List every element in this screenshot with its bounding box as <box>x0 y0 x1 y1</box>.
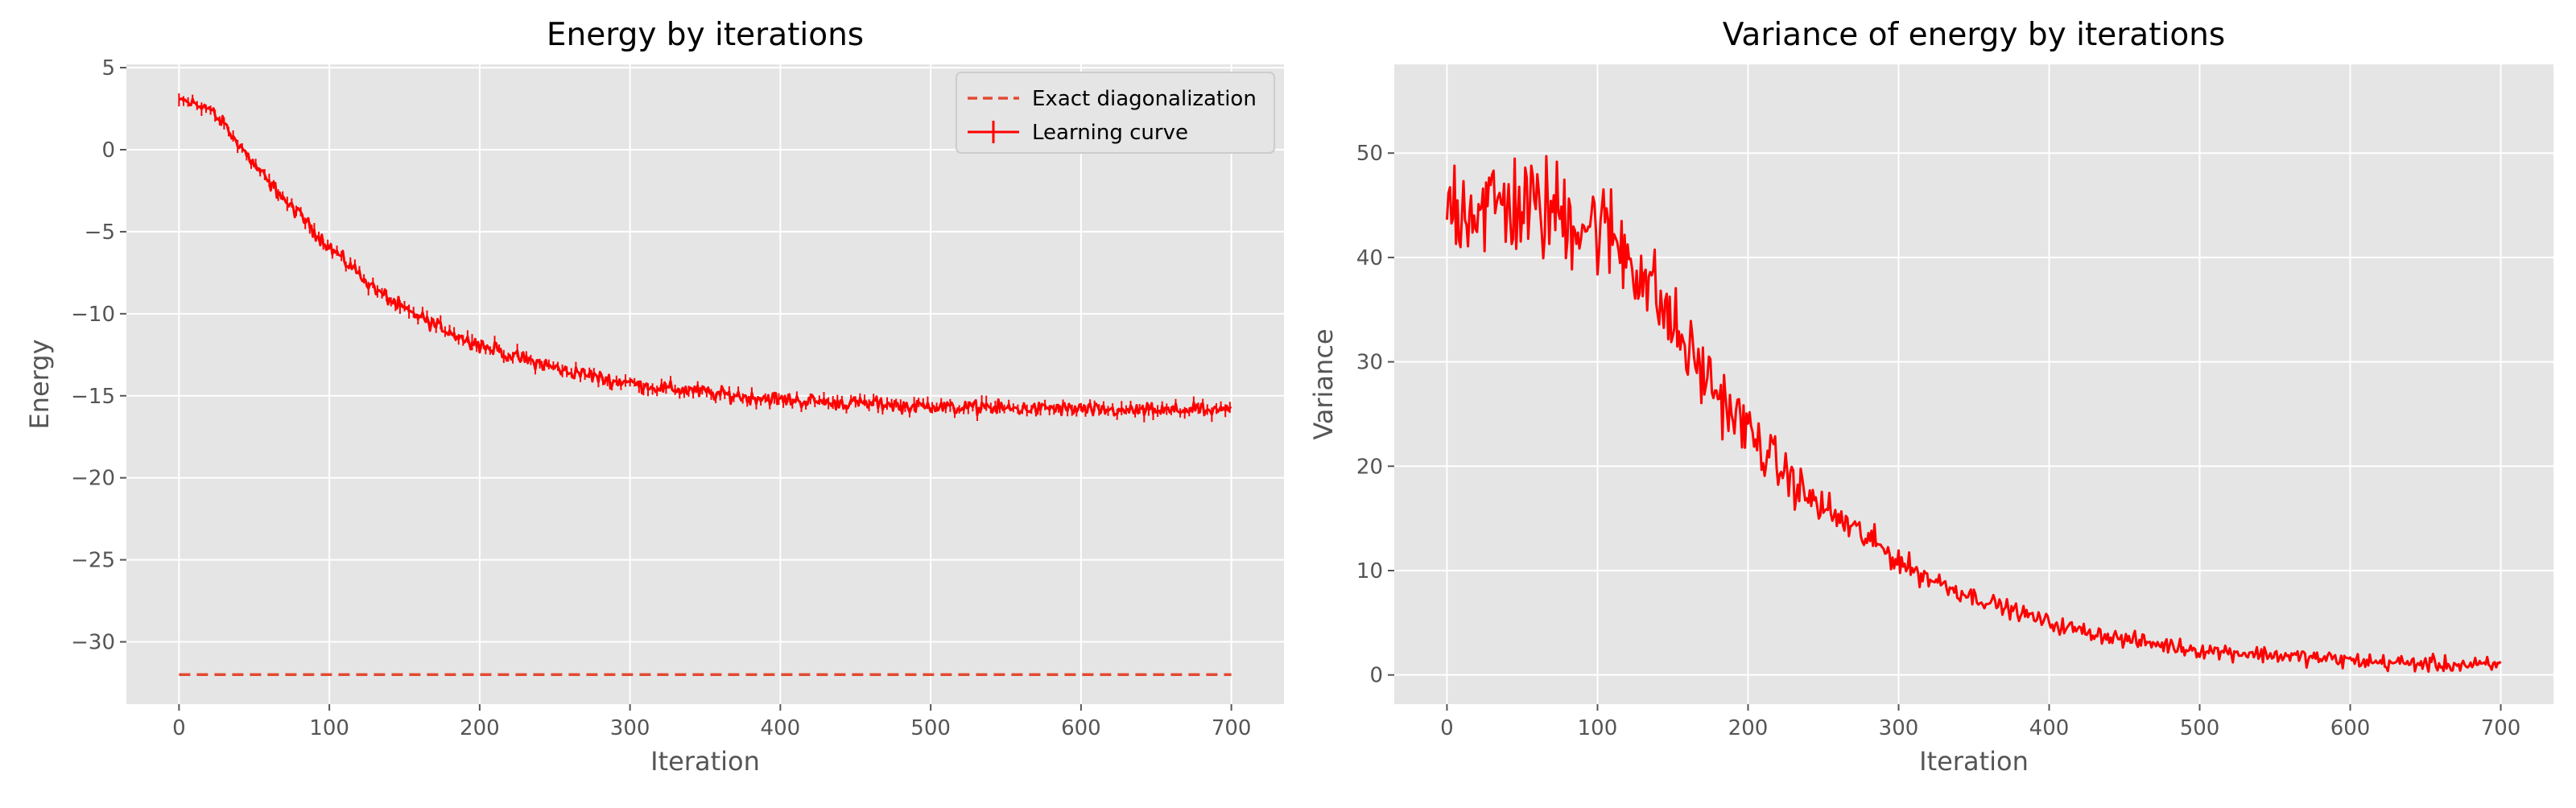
chart-title: Variance of energy by iterations <box>1723 17 2225 53</box>
x-tick-label: 700 <box>2481 716 2521 740</box>
y-tick-label: 5 <box>101 56 115 80</box>
plot-area <box>126 64 1284 704</box>
y-tick-label: −25 <box>71 549 115 573</box>
legend-entry-label: Exact diagonalization <box>1032 87 1257 111</box>
y-tick-label: −20 <box>71 467 115 491</box>
legend: Exact diagonalization Learning curve <box>956 72 1275 154</box>
x-tick-label: 0 <box>172 716 186 740</box>
x-tick-label: 600 <box>2330 716 2371 740</box>
x-axis-label: Iteration <box>650 746 760 777</box>
series-layer <box>178 93 1232 677</box>
chart-panel-2: 0 100 200 300 400 500 600 70050403020100Varianc… <box>1308 17 2553 777</box>
y-tick-label: −5 <box>85 221 115 245</box>
x-tick-label: 100 <box>1578 716 1618 740</box>
chart-panel-1: 0 100 200 300 400 500 600 700 5 0 −5 −10 −15 −20 −25 −3… <box>24 17 1284 777</box>
y-tick-label: 10 <box>1356 559 1383 583</box>
legend-entry-label: Learning curve <box>1032 121 1188 145</box>
y-axis-label: Energy <box>24 339 55 429</box>
y-tick-label: 50 <box>1356 142 1383 166</box>
y-axis-label: Variance <box>1308 328 1339 439</box>
chart-title: Energy by iterations <box>547 17 864 53</box>
series-layer <box>1446 155 2502 673</box>
y-tick-label: 20 <box>1356 455 1383 479</box>
x-tick-label: 400 <box>761 716 801 740</box>
x-tick-label: 600 <box>1061 716 1101 740</box>
x-tick-label: 200 <box>460 716 500 740</box>
y-tick-label: 0 <box>1369 664 1383 688</box>
y-tick-label: −15 <box>71 385 115 409</box>
y-tick-label: 30 <box>1356 351 1383 375</box>
x-tick-label: 0 <box>1440 716 1454 740</box>
series-line-variance <box>1446 155 2502 673</box>
y-tick-label: 40 <box>1356 246 1383 270</box>
x-tick-label: 200 <box>1728 716 1769 740</box>
x-tick-label: 700 <box>1212 716 1252 740</box>
x-tick-label: 300 <box>1879 716 1919 740</box>
legend-box <box>956 72 1275 154</box>
x-tick-label: 300 <box>610 716 650 740</box>
x-tick-label: 100 <box>309 716 349 740</box>
x-tick-label: 500 <box>910 716 951 740</box>
y-tick-label: −30 <box>71 631 115 655</box>
plot-area <box>1394 64 2553 704</box>
x-axis-label: Iteration <box>1919 746 2029 777</box>
y-tick-label: 0 <box>101 138 115 163</box>
x-tick-label: 400 <box>2029 716 2070 740</box>
series-line-learning-curve <box>178 97 1232 417</box>
y-tick-label: −10 <box>71 303 115 327</box>
x-tick-label: 500 <box>2180 716 2220 740</box>
